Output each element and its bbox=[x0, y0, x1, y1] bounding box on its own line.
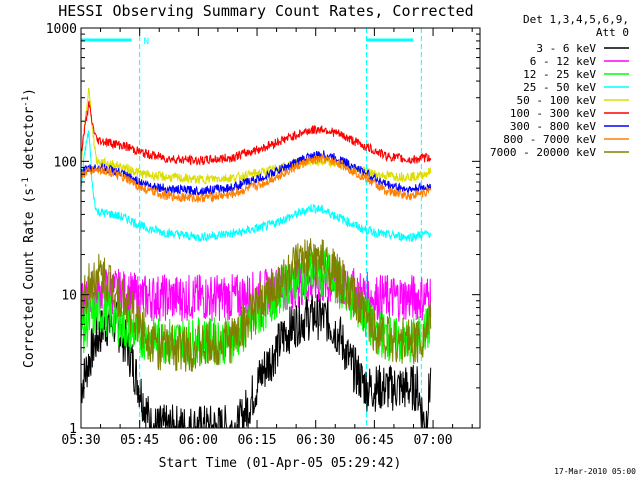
x-tick-label: 06:30 bbox=[296, 433, 335, 448]
legend-label: 100 - 300 keV bbox=[510, 107, 596, 120]
series-line bbox=[80, 293, 432, 429]
x-tick-label: 06:45 bbox=[355, 433, 394, 448]
legend-label: 50 - 100 keV bbox=[517, 94, 597, 107]
chart-title: HESSI Observing Summary Count Rates, Cor… bbox=[58, 2, 473, 20]
y-tick-label: 100 bbox=[54, 155, 77, 170]
series-line bbox=[80, 100, 432, 166]
x-tick-label: 05:30 bbox=[61, 433, 100, 448]
legend-header-line: Det 1,3,4,5,6,9, bbox=[523, 13, 629, 26]
legend-header-line: Att 0 bbox=[596, 26, 629, 39]
x-axis-label: Start Time (01-Apr-05 05:29:42) bbox=[159, 456, 402, 471]
y-tick-label: 10 bbox=[61, 289, 77, 304]
legend-label: 6 - 12 keV bbox=[530, 55, 597, 68]
y-axis-label-part: detector bbox=[22, 107, 37, 178]
y-axis-label-sup: -1 bbox=[21, 177, 31, 188]
series-line bbox=[80, 238, 432, 372]
legend-label: 800 - 7000 keV bbox=[503, 133, 596, 146]
legend-label: 3 - 6 keV bbox=[536, 42, 596, 55]
y-axis-label: Corrected Count Rate (s-1 detector-1) bbox=[21, 88, 37, 368]
data-layer: N bbox=[80, 28, 432, 429]
y-axis-label-part: Corrected Count Rate (s bbox=[22, 188, 37, 368]
x-tick-label: 06:00 bbox=[179, 433, 218, 448]
legend-label: 7000 - 20000 keV bbox=[490, 146, 596, 159]
legend-label: 12 - 25 keV bbox=[523, 68, 596, 81]
timestamp: 17-Mar-2010 05:00 bbox=[554, 467, 636, 476]
y-axis-label-sup: -1 bbox=[21, 96, 31, 107]
ticks-layer: 05:30 05:45 06:00 06:15 06:30 06:45 07:00 1 10 10… bbox=[46, 22, 480, 448]
night-label: N bbox=[144, 37, 149, 47]
plot-frame bbox=[80, 27, 481, 429]
y-tick-label: 1000 bbox=[46, 22, 77, 37]
series-line bbox=[80, 87, 432, 185]
x-tick-label: 05:45 bbox=[120, 433, 159, 448]
x-tick-label: 07:00 bbox=[413, 433, 452, 448]
y-axis-label-part: ) bbox=[22, 88, 37, 96]
y-tick-label: 1 bbox=[69, 422, 77, 437]
legend-label: 300 - 800 keV bbox=[510, 120, 596, 133]
legend-label: 25 - 50 keV bbox=[523, 81, 596, 94]
series-line bbox=[80, 153, 432, 203]
x-tick-label: 06:15 bbox=[237, 433, 276, 448]
series-line bbox=[80, 129, 432, 243]
